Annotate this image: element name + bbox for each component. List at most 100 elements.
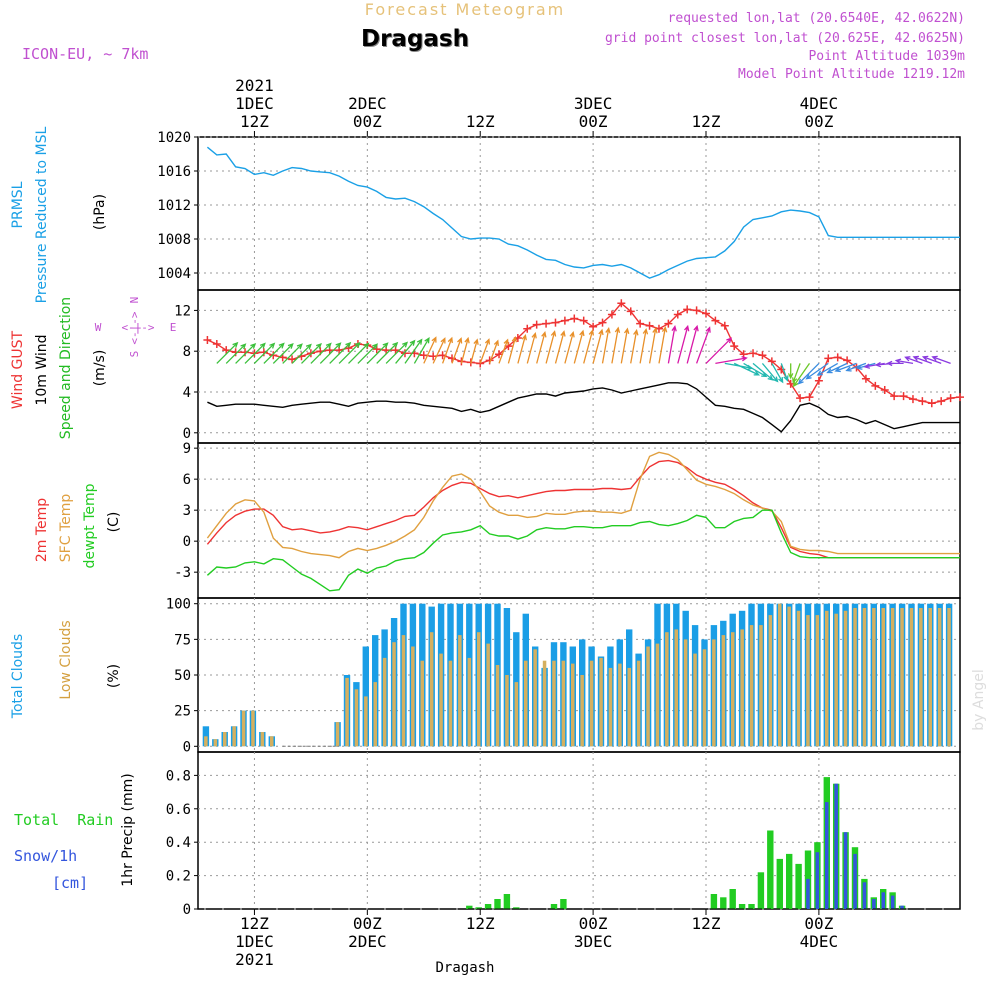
clouds-bar-low-clouds (919, 608, 923, 747)
pressure-panel: PRMSL Pressure Reduced to MSL (hPa) 1004… (10, 126, 961, 303)
wind-arrow (319, 342, 342, 364)
clouds-bar-low-clouds (524, 660, 528, 747)
wind-arrow (460, 336, 470, 364)
bottom-time-label: 12Z (240, 914, 269, 933)
gust-point (673, 310, 682, 319)
wind-arrow (771, 363, 784, 384)
pressure-ytick-label: 1008 (157, 232, 191, 248)
precip-panel: Total Rain Snow/1h [cm] 1hr Precip (mm) … (14, 751, 961, 918)
wind-arrow (931, 355, 951, 365)
total-clouds-label: Total Clouds (10, 634, 26, 719)
clouds-bar-low-clouds (420, 660, 424, 747)
model-label: ICON-EU, ~ 7km (22, 45, 148, 63)
wind-arrow (658, 326, 668, 364)
wind-arrow (385, 341, 409, 364)
wind-arrow (545, 330, 557, 364)
clouds-bar-low-clouds (655, 643, 660, 747)
precip-bar-snow-1h (872, 899, 876, 909)
gust-point (607, 310, 616, 319)
clouds-bar-low-clouds (909, 608, 914, 747)
wind-direction-label: Speed and Direction (58, 297, 74, 439)
low-clouds-label: Low Clouds (58, 620, 74, 699)
requested-coords: requested lon,lat (20.6540E, 42.0622N) (668, 11, 965, 26)
gust-point (720, 321, 729, 330)
author-credit: by Angel (971, 669, 987, 730)
pressure-label-2: Pressure Reduced to MSL (34, 126, 50, 303)
temperature-ytick-label: 6 (183, 472, 191, 488)
wind-panel: Wind GUST 10m Wind Speed and Direction (… (10, 289, 964, 444)
top-time-label: 00Z (353, 112, 382, 131)
gust-point (927, 399, 936, 408)
wind-arrow (441, 336, 453, 364)
clouds-bar-low-clouds (241, 710, 246, 747)
pressure-unit: (hPa) (92, 194, 108, 230)
top-time-label: 00Z (579, 112, 608, 131)
clouds-bar-low-clouds (731, 632, 735, 747)
pressure-label-1: PRMSL (10, 181, 26, 228)
clouds-bar-low-clouds (787, 606, 791, 747)
gust-point (814, 376, 823, 385)
clouds-ytick-label: 75 (174, 632, 191, 648)
wind-arrow (348, 342, 370, 364)
bottom-time-label: 3DEC (574, 932, 613, 951)
wind-arrow (479, 338, 491, 364)
wind-arrow (244, 342, 266, 364)
wind-arrow (282, 343, 303, 364)
pressure-ytick-label: 1020 (157, 130, 191, 146)
pressure-ytick-label: 1004 (157, 266, 191, 282)
clouds-bar-low-clouds (778, 603, 782, 747)
temperature-ytick-label: 9 (183, 441, 191, 457)
wind-arrow (573, 329, 585, 364)
precip-bar-total-rain (560, 899, 567, 909)
clouds-bar-low-clouds (448, 660, 453, 747)
clouds-bar-low-clouds (580, 675, 584, 747)
gust-point (908, 395, 917, 404)
snow-unit: [cm] (52, 874, 88, 892)
clouds-bar-low-clouds (354, 689, 359, 747)
gust-point (560, 316, 569, 325)
clouds-bar-low-clouds (589, 660, 594, 747)
temperature-series-2m-temp (206, 459, 960, 559)
wind-ytick-label: 4 (183, 385, 191, 401)
precip-bar-snow-1h (890, 895, 895, 909)
gust-point (956, 393, 964, 402)
clouds-bar-low-clouds (834, 613, 838, 747)
gust-point (749, 349, 758, 358)
clouds-ytick-label: 25 (174, 704, 191, 720)
clouds-bar-low-clouds (627, 667, 631, 747)
gust-point (861, 374, 870, 383)
gust-point (598, 318, 607, 327)
clouds-bar-low-clouds (853, 608, 857, 747)
clouds-bar-low-clouds (477, 632, 481, 747)
wind-arrow (826, 362, 848, 374)
precip-bar-total-rain (513, 907, 520, 909)
clouds-bar-low-clouds (947, 608, 951, 747)
clouds-bar-low-clouds (806, 615, 810, 747)
wind-arrow (797, 362, 820, 385)
precip-bar-total-rain (757, 872, 765, 909)
precip-bar-total-rain (786, 853, 793, 909)
clouds-bar-low-clouds (768, 615, 773, 747)
gust-point (664, 319, 673, 328)
wind-arrow (639, 328, 649, 364)
clouds-bar-low-clouds (364, 696, 368, 747)
precip-bar-snow-1h (825, 802, 829, 909)
wind-arrow (376, 341, 399, 364)
wind-ytick-label: 8 (183, 344, 191, 360)
wind-arrow (792, 363, 811, 388)
wind-arrow (498, 338, 509, 364)
precip-bar-snow-1h (900, 905, 904, 909)
point-altitude: Point Altitude 1039m (808, 49, 965, 64)
precip-bar-snow-1h (815, 852, 820, 909)
wind-arrow (733, 362, 761, 376)
clouds-bar-low-clouds (608, 667, 613, 747)
wind-arrow (216, 341, 239, 364)
wind-arrow (554, 330, 566, 364)
wind-ytick-label: 0 (183, 426, 191, 442)
wind-arrow (921, 355, 942, 365)
wind-arrow (912, 355, 933, 365)
clouds-bar-low-clouds (542, 660, 547, 747)
clouds-bar-low-clouds (260, 732, 265, 747)
